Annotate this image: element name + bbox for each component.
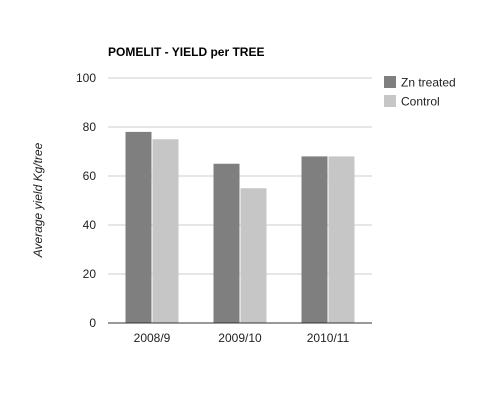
bar-control — [240, 188, 267, 323]
y-axis-label: Average yield Kg/tree — [31, 142, 45, 258]
legend-label: Control — [401, 95, 440, 109]
y-tick-label: 20 — [83, 267, 97, 281]
y-tick-label: 80 — [83, 120, 97, 134]
bar-control — [328, 156, 355, 323]
legend: Zn treated Control — [384, 76, 456, 109]
legend-swatch — [384, 95, 396, 107]
bar-zn-treated — [125, 131, 152, 323]
legend-swatch — [384, 76, 396, 88]
y-tick-label: 40 — [83, 218, 97, 232]
bar-zn-treated — [213, 163, 240, 323]
grid-layer — [108, 77, 372, 275]
y-tick-label: 60 — [83, 169, 97, 183]
bars-layer — [125, 131, 355, 323]
x-tick-label: 2009/10 — [218, 331, 262, 345]
y-tick-label: 100 — [76, 71, 96, 85]
y-tick-label: 0 — [89, 316, 96, 330]
x-tick-label: 2008/9 — [134, 331, 171, 345]
legend-label: Zn treated — [401, 76, 456, 90]
chart-title: POMELIT - YIELD per TREE — [108, 45, 264, 59]
axis-layer: 0 20 40 60 80 100 2008/9 2009/10 2010/11 — [76, 71, 372, 345]
bar-control — [152, 139, 179, 323]
bar-zn-treated — [301, 156, 328, 323]
x-tick-label: 2010/11 — [307, 331, 350, 345]
